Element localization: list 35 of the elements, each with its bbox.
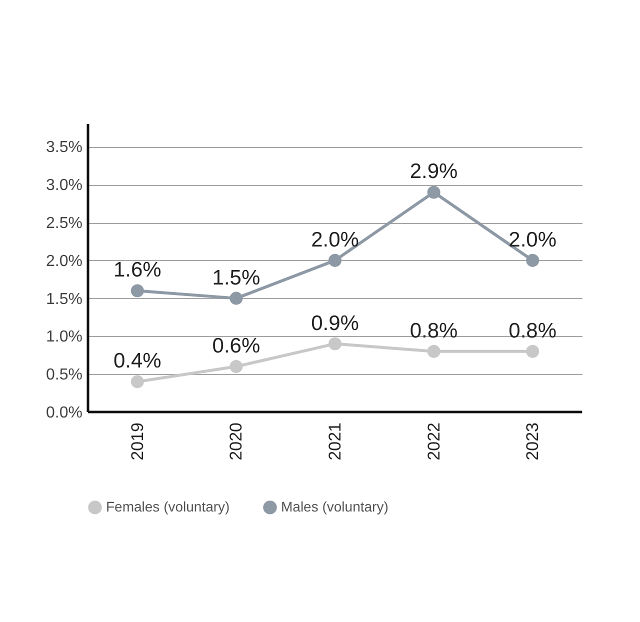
- data-label: 1.5%: [212, 266, 260, 290]
- point: [328, 254, 342, 267]
- data-label: 1.6%: [113, 258, 162, 282]
- y-tick-label: 1.5%: [46, 290, 82, 308]
- x-tick-label: 2021: [326, 422, 344, 460]
- point: [230, 292, 243, 305]
- legend-label: Females (voluntary): [106, 498, 230, 514]
- data-label: 0.9%: [311, 312, 359, 335]
- point: [230, 360, 243, 374]
- data-label: 0.8%: [410, 319, 458, 342]
- x-tick-label: 2020: [226, 422, 246, 460]
- y-tick-label: 2.5%: [46, 215, 82, 232]
- y-tick-label: 0.0%: [46, 404, 82, 422]
- y-tick-label: 3.0%: [46, 177, 82, 194]
- data-label: 0.4%: [113, 350, 162, 373]
- data-label: 0.8%: [508, 319, 557, 342]
- x-tick-label: 2023: [523, 422, 542, 460]
- point: [130, 284, 144, 298]
- x-tick-label: 2019: [128, 422, 147, 460]
- point: [526, 254, 540, 267]
- x-tick-label: 2022: [424, 422, 444, 460]
- point: [427, 186, 440, 199]
- y-tick-label: 2.0%: [46, 252, 82, 270]
- data-label: 2.0%: [508, 228, 557, 252]
- point: [130, 375, 144, 388]
- y-tick-label: 0.5%: [46, 366, 82, 384]
- y-tick-label: 3.5%: [46, 139, 82, 156]
- point: [328, 337, 342, 350]
- point: [427, 344, 440, 358]
- y-tick-label: 1.0%: [46, 328, 82, 346]
- data-label: 2.9%: [410, 160, 458, 184]
- data-label: 2.0%: [311, 228, 359, 252]
- data-label: 0.6%: [212, 334, 260, 358]
- point: [526, 344, 540, 358]
- legend-label: Males (voluntary): [281, 498, 388, 514]
